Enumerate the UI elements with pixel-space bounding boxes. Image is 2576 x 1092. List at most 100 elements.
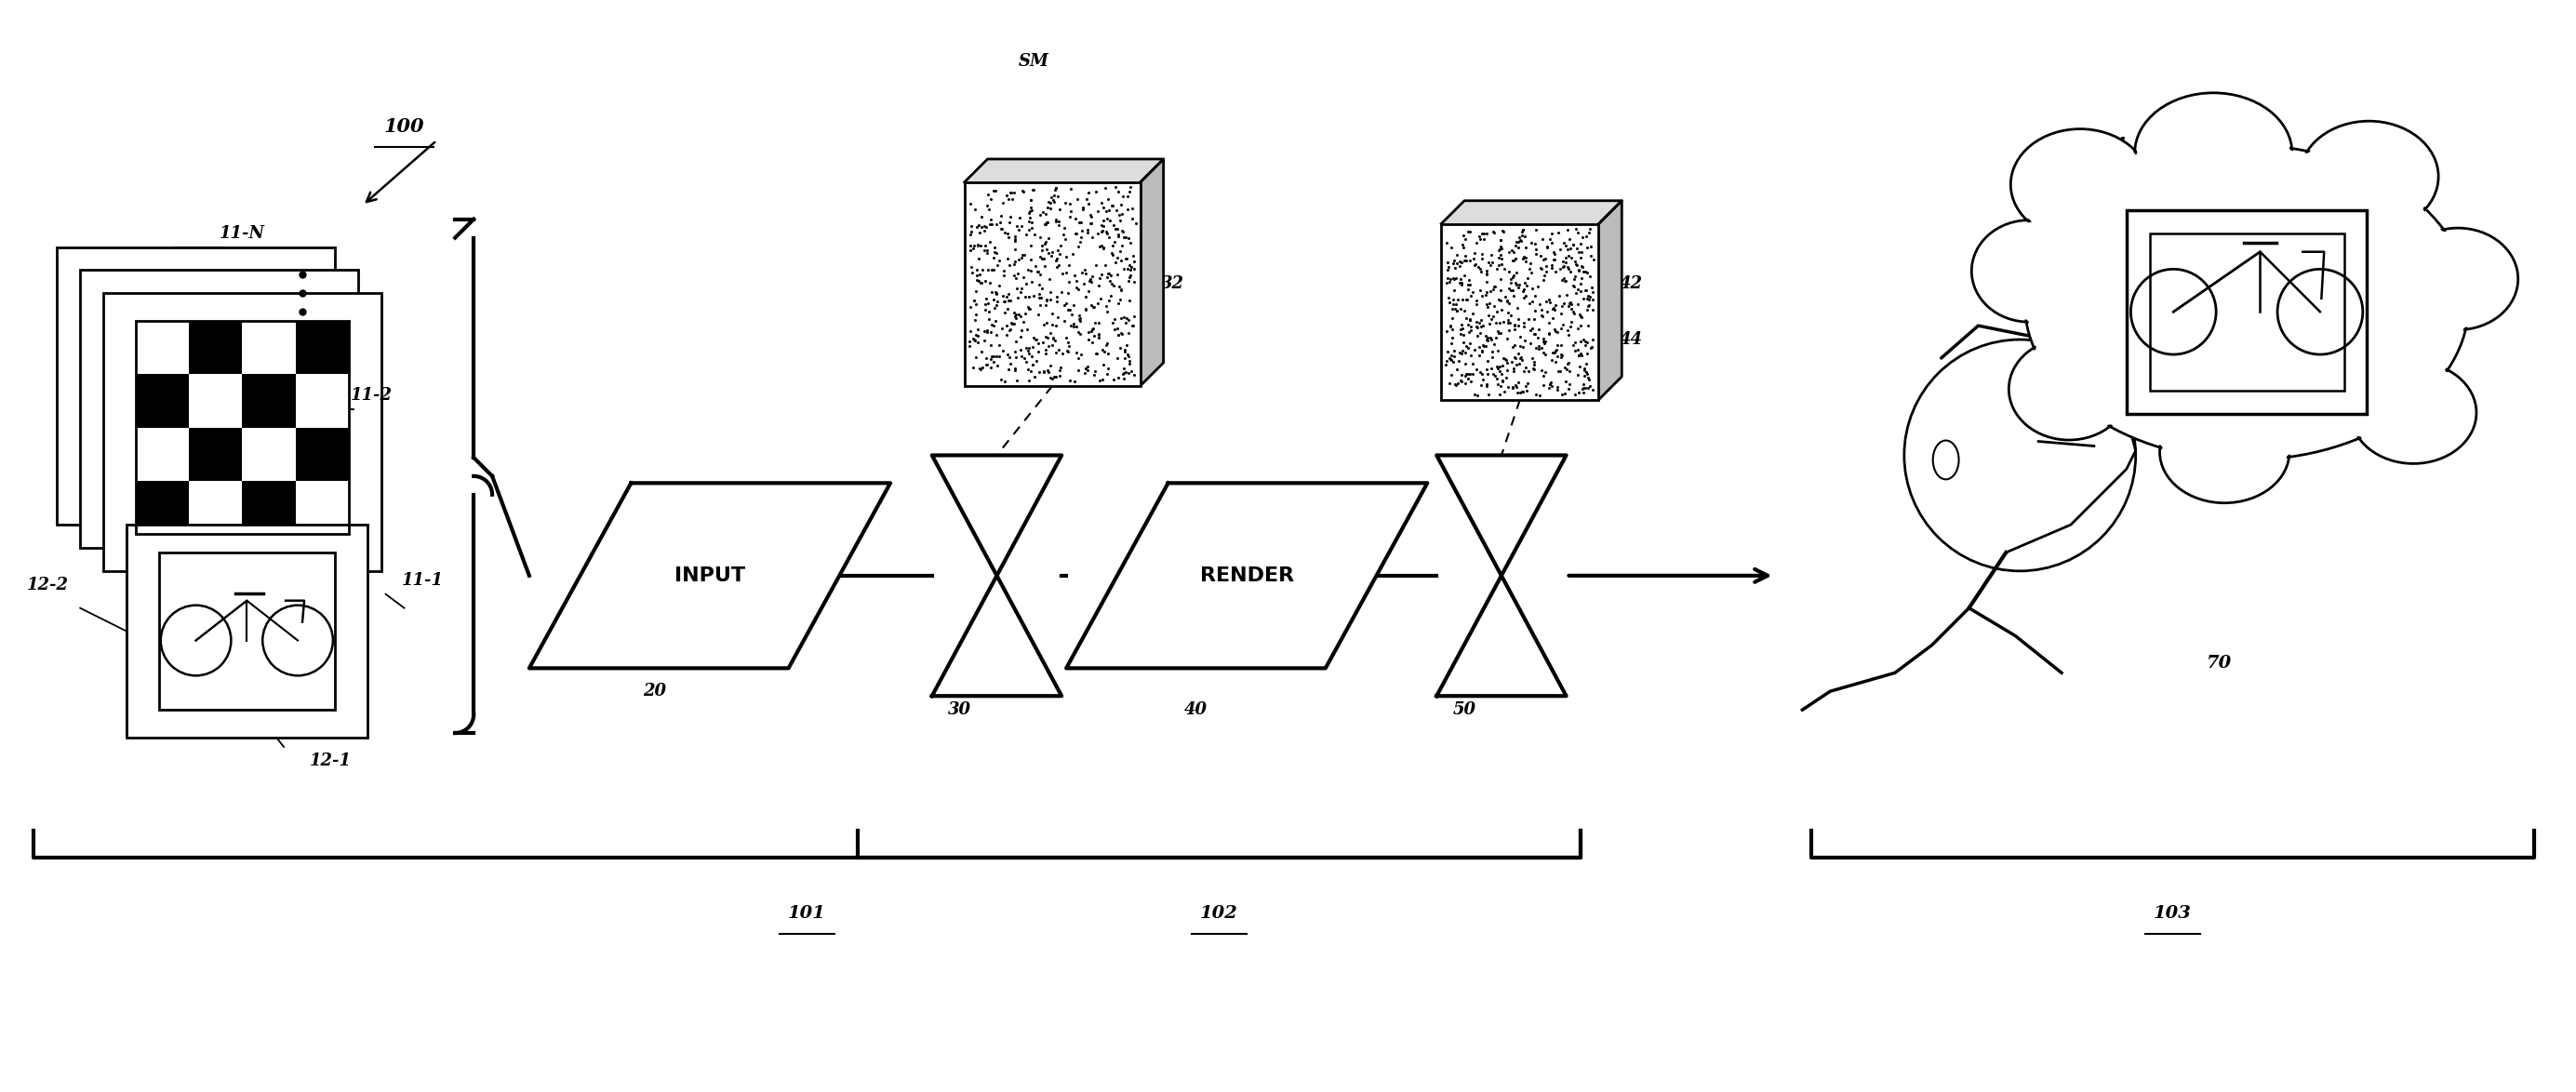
- Point: [1502, 352, 1543, 369]
- Point: [1512, 280, 1553, 297]
- Point: [1471, 343, 1512, 360]
- Point: [1103, 308, 1144, 325]
- Text: 30: 30: [948, 701, 971, 719]
- Point: [976, 284, 1018, 301]
- Point: [1015, 331, 1056, 348]
- Point: [1494, 377, 1535, 394]
- Point: [1481, 292, 1522, 309]
- Point: [1069, 283, 1110, 300]
- Point: [1072, 298, 1113, 316]
- Polygon shape: [933, 455, 1061, 696]
- Point: [1569, 224, 1610, 241]
- Point: [1030, 357, 1072, 375]
- Bar: [188, 480, 242, 534]
- Point: [1558, 244, 1600, 261]
- Ellipse shape: [2025, 145, 2468, 460]
- Point: [1517, 321, 1558, 339]
- Point: [1046, 294, 1087, 311]
- Point: [1005, 246, 1046, 263]
- Point: [1466, 262, 1507, 280]
- Point: [1033, 305, 1074, 322]
- Point: [1571, 280, 1613, 297]
- Point: [979, 336, 1020, 354]
- Point: [1502, 221, 1543, 238]
- Bar: [137, 427, 188, 480]
- Point: [1103, 260, 1144, 277]
- Point: [1025, 257, 1066, 274]
- Point: [1507, 375, 1548, 392]
- Point: [1100, 212, 1141, 229]
- Point: [1528, 376, 1569, 393]
- Point: [1525, 263, 1566, 281]
- Point: [1082, 265, 1123, 283]
- Point: [1525, 335, 1566, 353]
- Point: [1092, 371, 1133, 389]
- Point: [1571, 381, 1613, 399]
- Point: [1540, 305, 1582, 322]
- Point: [1489, 304, 1530, 321]
- Point: [1466, 286, 1507, 304]
- Point: [1466, 360, 1507, 378]
- Point: [1105, 336, 1146, 354]
- Point: [1025, 292, 1066, 309]
- Point: [1072, 207, 1113, 225]
- Point: [1473, 297, 1515, 314]
- Point: [1437, 290, 1479, 308]
- Point: [1538, 363, 1579, 380]
- Point: [1077, 295, 1118, 312]
- Point: [1515, 339, 1556, 356]
- Point: [1048, 337, 1090, 355]
- Point: [1097, 227, 1139, 245]
- Point: [1473, 223, 1515, 240]
- Ellipse shape: [1973, 223, 2084, 320]
- Point: [1072, 268, 1113, 285]
- Point: [1540, 346, 1582, 364]
- Point: [1543, 359, 1584, 377]
- Point: [1059, 312, 1100, 330]
- Point: [953, 330, 994, 347]
- Point: [1466, 295, 1507, 312]
- Point: [1427, 261, 1468, 278]
- Point: [1051, 202, 1092, 219]
- Point: [1569, 292, 1610, 309]
- Point: [1445, 344, 1486, 361]
- Point: [994, 256, 1036, 273]
- Point: [1450, 276, 1492, 294]
- Point: [1002, 349, 1043, 367]
- Bar: [80, 270, 358, 548]
- Point: [1466, 352, 1507, 369]
- Point: [1097, 221, 1139, 238]
- Point: [974, 353, 1015, 370]
- Point: [976, 312, 1018, 330]
- Point: [1540, 385, 1582, 403]
- Point: [1528, 302, 1569, 320]
- Point: [1082, 341, 1123, 358]
- Point: [1443, 333, 1484, 351]
- Point: [1520, 306, 1561, 323]
- Point: [1018, 364, 1059, 381]
- Point: [1466, 329, 1507, 346]
- Point: [1074, 366, 1115, 383]
- Point: [1497, 345, 1538, 363]
- Point: [1494, 274, 1535, 292]
- Point: [1533, 234, 1574, 251]
- Point: [1108, 345, 1149, 363]
- Point: [976, 297, 1018, 314]
- Point: [1066, 224, 1108, 241]
- Point: [951, 194, 992, 212]
- Point: [1533, 251, 1574, 269]
- Point: [1479, 360, 1520, 378]
- Point: [1471, 253, 1512, 271]
- Point: [1084, 203, 1126, 221]
- Point: [1461, 246, 1502, 263]
- Point: [1569, 317, 1610, 334]
- Point: [989, 183, 1030, 201]
- Point: [1056, 280, 1097, 297]
- Point: [987, 288, 1028, 306]
- Text: 11-1: 11-1: [402, 572, 443, 589]
- Point: [1025, 205, 1066, 223]
- Point: [1504, 281, 1546, 298]
- Point: [969, 215, 1010, 233]
- Point: [1566, 334, 1607, 352]
- Point: [1502, 249, 1543, 266]
